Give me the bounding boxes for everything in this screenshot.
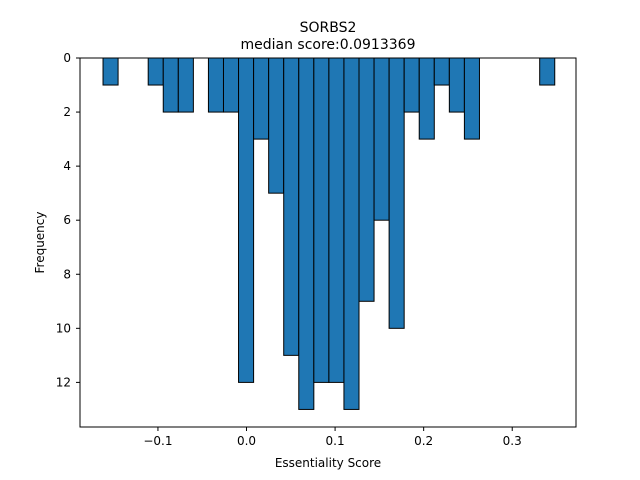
histogram-bar: [177, 57, 194, 113]
histogram-bar: [283, 57, 300, 356]
histogram-bars: [102, 57, 556, 410]
histogram-bar: [102, 57, 119, 86]
y-tick-label: 10: [56, 321, 71, 335]
x-tick-label: 0.2: [414, 434, 433, 448]
histogram-bar: [298, 57, 315, 410]
histogram-bar: [207, 57, 224, 113]
histogram-bar: [388, 57, 405, 329]
histogram-bar: [313, 57, 330, 383]
y-tick-label: 6: [63, 213, 71, 227]
histogram-bar: [238, 57, 255, 383]
y-axis-ticks: 0 2 4 6 8 10 12: [56, 51, 80, 389]
histogram-bar: [418, 57, 435, 140]
histogram-bar: [268, 57, 285, 194]
histogram-bar: [147, 57, 164, 86]
histogram-bar: [373, 57, 390, 221]
histogram-bar: [222, 57, 240, 113]
x-tick-label: −0.1: [143, 434, 172, 448]
y-tick-label: 12: [56, 375, 71, 389]
plot-area-frame: [79, 57, 577, 428]
x-tick-label: 0.3: [503, 434, 522, 448]
x-tick-label: 0.0: [237, 434, 256, 448]
chart-subtitle: median score:0.0913369: [241, 37, 416, 53]
histogram-bar: [448, 57, 465, 113]
histogram-bar: [463, 57, 480, 140]
y-axis-label: Frequency: [33, 212, 47, 274]
y-tick-label: 0: [63, 51, 71, 65]
histogram-bar: [358, 57, 375, 302]
y-tick-label: 2: [63, 105, 71, 119]
chart-title: SORBS2: [300, 20, 357, 36]
x-tick-label: 0.1: [326, 434, 345, 448]
histogram-bar: [343, 57, 360, 410]
histogram-bar: [162, 57, 179, 113]
y-tick-label: 8: [63, 267, 71, 281]
x-axis-label: Essentiality Score: [275, 456, 381, 470]
histogram-bar: [539, 57, 556, 86]
histogram-bar: [433, 57, 450, 86]
y-tick-label: 4: [63, 159, 71, 173]
histogram-bar: [328, 57, 345, 383]
x-axis-ticks: −0.1 0.0 0.1 0.2 0.3: [143, 427, 522, 448]
histogram-bar: [253, 57, 270, 140]
histogram-bar: [403, 57, 420, 113]
